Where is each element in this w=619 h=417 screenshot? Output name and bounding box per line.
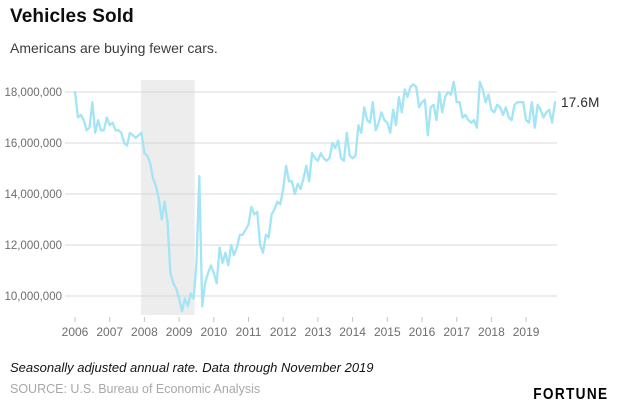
y-axis-label: 10,000,000 (4, 291, 62, 303)
y-axis-label: 18,000,000 (4, 87, 62, 99)
x-axis-label: 2009 (166, 325, 193, 339)
x-axis-label: 2018 (478, 325, 505, 339)
x-axis-label: 2008 (131, 325, 158, 339)
page-title: Vehicles Sold (10, 6, 134, 27)
x-axis-label: 2014 (339, 325, 366, 339)
chart-subtitle: Americans are buying fewer cars. (10, 40, 218, 56)
x-axis-label: 2017 (443, 325, 470, 339)
x-axis-label: 2010 (200, 325, 227, 339)
footnote: Seasonally adjusted annual rate. Data th… (10, 360, 374, 375)
y-axis-label: 12,000,000 (4, 240, 62, 252)
recession-band (140, 80, 195, 315)
x-axis-label: 2006 (62, 325, 89, 339)
x-axis-label: 2016 (409, 325, 436, 339)
x-axis-label: 2007 (96, 325, 123, 339)
x-axis-label: 2019 (513, 325, 540, 339)
latest-value-label: 17.6M (561, 95, 600, 110)
x-axis-label: 2012 (270, 325, 297, 339)
source-credit: SOURCE: U.S. Bureau of Economic Analysis (10, 382, 261, 396)
y-axis-label: 14,000,000 (4, 189, 62, 201)
y-axis-label: 16,000,000 (4, 138, 62, 150)
x-axis-label: 2011 (236, 325, 262, 339)
vehicles-sold-line (73, 80, 557, 313)
fortune-logo: FORTUNE (532, 386, 608, 403)
x-axis-label: 2013 (305, 325, 332, 339)
x-axis-label: 2015 (374, 325, 401, 339)
